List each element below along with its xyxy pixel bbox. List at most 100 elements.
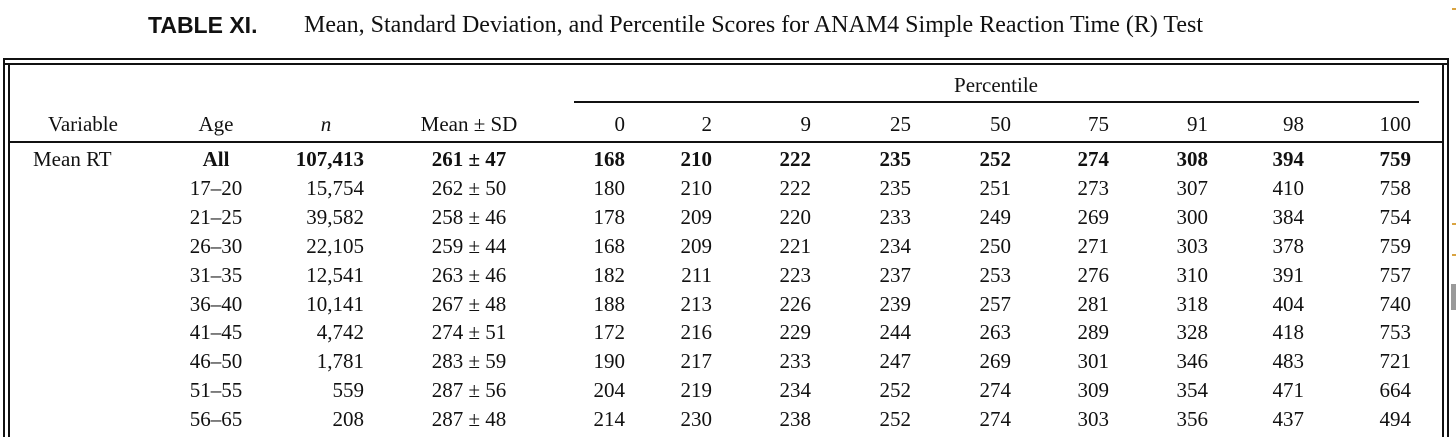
percentile-cell: 190 <box>593 349 626 373</box>
percentile-cell: 483 <box>1272 349 1305 373</box>
mean-sd-cell: 267 ± 48 <box>431 292 507 316</box>
header-variable: Variable <box>48 112 118 136</box>
percentile-cell: 757 <box>1379 263 1412 287</box>
percentile-cell: 471 <box>1272 378 1305 402</box>
header-percentile-98: 98 <box>1283 112 1304 136</box>
percentile-cell: 754 <box>1379 205 1412 229</box>
percentile-cell: 721 <box>1379 349 1412 373</box>
percentile-cell: 289 <box>1077 320 1110 344</box>
percentile-cell: 168 <box>593 147 626 171</box>
percentile-cell: 210 <box>680 147 713 171</box>
n-cell: 22,105 <box>306 234 364 258</box>
n-cell: 208 <box>332 407 365 431</box>
percentile-cell: 328 <box>1176 320 1209 344</box>
percentile-cell: 244 <box>879 320 912 344</box>
header-age: Age <box>198 112 234 136</box>
percentile-cell: 235 <box>879 147 912 171</box>
percentile-cell: 664 <box>1379 378 1412 402</box>
percentile-cell: 233 <box>879 205 912 229</box>
percentile-cell: 252 <box>879 407 912 431</box>
n-cell: 107,413 <box>295 147 364 171</box>
age-cell: 56–65 <box>189 407 243 431</box>
n-cell: 15,754 <box>306 176 364 200</box>
percentile-cell: 252 <box>979 147 1012 171</box>
percentile-cell: 257 <box>979 292 1012 316</box>
percentile-cell: 251 <box>979 176 1012 200</box>
edge-tick <box>1452 8 1456 10</box>
percentile-cell: 274 <box>1077 147 1110 171</box>
percentile-cell: 220 <box>779 205 812 229</box>
header-percentile-91: 91 <box>1187 112 1208 136</box>
edge-scroll-mark <box>1451 284 1456 310</box>
percentile-cell: 263 <box>979 320 1012 344</box>
percentile-cell: 310 <box>1176 263 1209 287</box>
percentile-cell: 346 <box>1176 349 1209 373</box>
percentile-cell: 307 <box>1176 176 1209 200</box>
edge-tick <box>1452 254 1456 256</box>
percentile-cell: 269 <box>979 349 1012 373</box>
percentile-cell: 318 <box>1176 292 1209 316</box>
percentile-cell: 213 <box>680 292 713 316</box>
header-percentile-0: 0 <box>614 112 626 136</box>
percentile-cell: 356 <box>1176 407 1209 431</box>
header-n: n <box>320 112 332 136</box>
percentile-cell: 219 <box>680 378 713 402</box>
header-rule <box>9 141 1442 143</box>
percentile-cell: 354 <box>1176 378 1209 402</box>
age-cell: 36–40 <box>189 292 243 316</box>
age-cell: 41–45 <box>189 320 243 344</box>
percentile-cell: 494 <box>1379 407 1412 431</box>
percentile-cell: 226 <box>779 292 812 316</box>
percentile-cell: 276 <box>1077 263 1110 287</box>
percentile-cell: 217 <box>680 349 713 373</box>
n-cell: 10,141 <box>306 292 364 316</box>
percentile-cell: 759 <box>1379 234 1412 258</box>
header-percentile-75: 75 <box>1088 112 1109 136</box>
percentile-cell: 180 <box>593 176 626 200</box>
percentile-cell: 235 <box>879 176 912 200</box>
percentile-cell: 216 <box>680 320 713 344</box>
header-percentile-group: Percentile <box>954 73 1038 97</box>
percentile-cell: 394 <box>1272 147 1305 171</box>
n-cell: 39,582 <box>306 205 364 229</box>
percentile-cell: 221 <box>779 234 812 258</box>
percentile-cell: 384 <box>1272 205 1305 229</box>
percentile-cell: 211 <box>681 263 712 287</box>
mean-sd-cell: 261 ± 47 <box>431 147 507 171</box>
percentile-cell: 210 <box>680 176 713 200</box>
percentile-cell: 222 <box>779 147 812 171</box>
header-percentile-9: 9 <box>800 112 812 136</box>
percentile-cell: 172 <box>593 320 626 344</box>
percentile-cell: 249 <box>979 205 1012 229</box>
header-percentile-50: 50 <box>990 112 1011 136</box>
percentile-cell: 234 <box>779 378 812 402</box>
table-title: Mean, Standard Deviation, and Percentile… <box>304 12 1204 38</box>
mean-sd-cell: 283 ± 59 <box>431 349 507 373</box>
percentile-cell: 303 <box>1077 407 1110 431</box>
percentile-cell: 252 <box>879 378 912 402</box>
variable-mean-rt: Mean RT <box>33 147 112 171</box>
percentile-cell: 269 <box>1077 205 1110 229</box>
n-cell: 4,742 <box>316 320 364 344</box>
left-border-inner <box>8 63 10 437</box>
percentile-cell: 247 <box>879 349 912 373</box>
percentile-cell: 378 <box>1272 234 1305 258</box>
n-cell: 1,781 <box>316 349 364 373</box>
left-border-outer <box>3 58 5 437</box>
percentile-cell: 239 <box>879 292 912 316</box>
age-cell: 31–35 <box>189 263 243 287</box>
mean-sd-cell: 262 ± 50 <box>431 176 507 200</box>
age-cell: All <box>202 147 230 171</box>
percentile-cell: 391 <box>1272 263 1305 287</box>
percentile-cell: 271 <box>1077 234 1110 258</box>
table-caption: TABLE XI. Mean, Standard Deviation, and … <box>0 12 1456 46</box>
percentile-cell: 204 <box>593 378 626 402</box>
percentile-cell: 253 <box>979 263 1012 287</box>
top-rule-outer <box>3 58 1449 60</box>
percentile-cell: 281 <box>1077 292 1110 316</box>
percentile-cell: 308 <box>1176 147 1209 171</box>
age-cell: 46–50 <box>189 349 243 373</box>
mean-sd-cell: 287 ± 56 <box>431 378 507 402</box>
mean-sd-cell: 263 ± 46 <box>431 263 507 287</box>
header-percentile-25: 25 <box>890 112 911 136</box>
